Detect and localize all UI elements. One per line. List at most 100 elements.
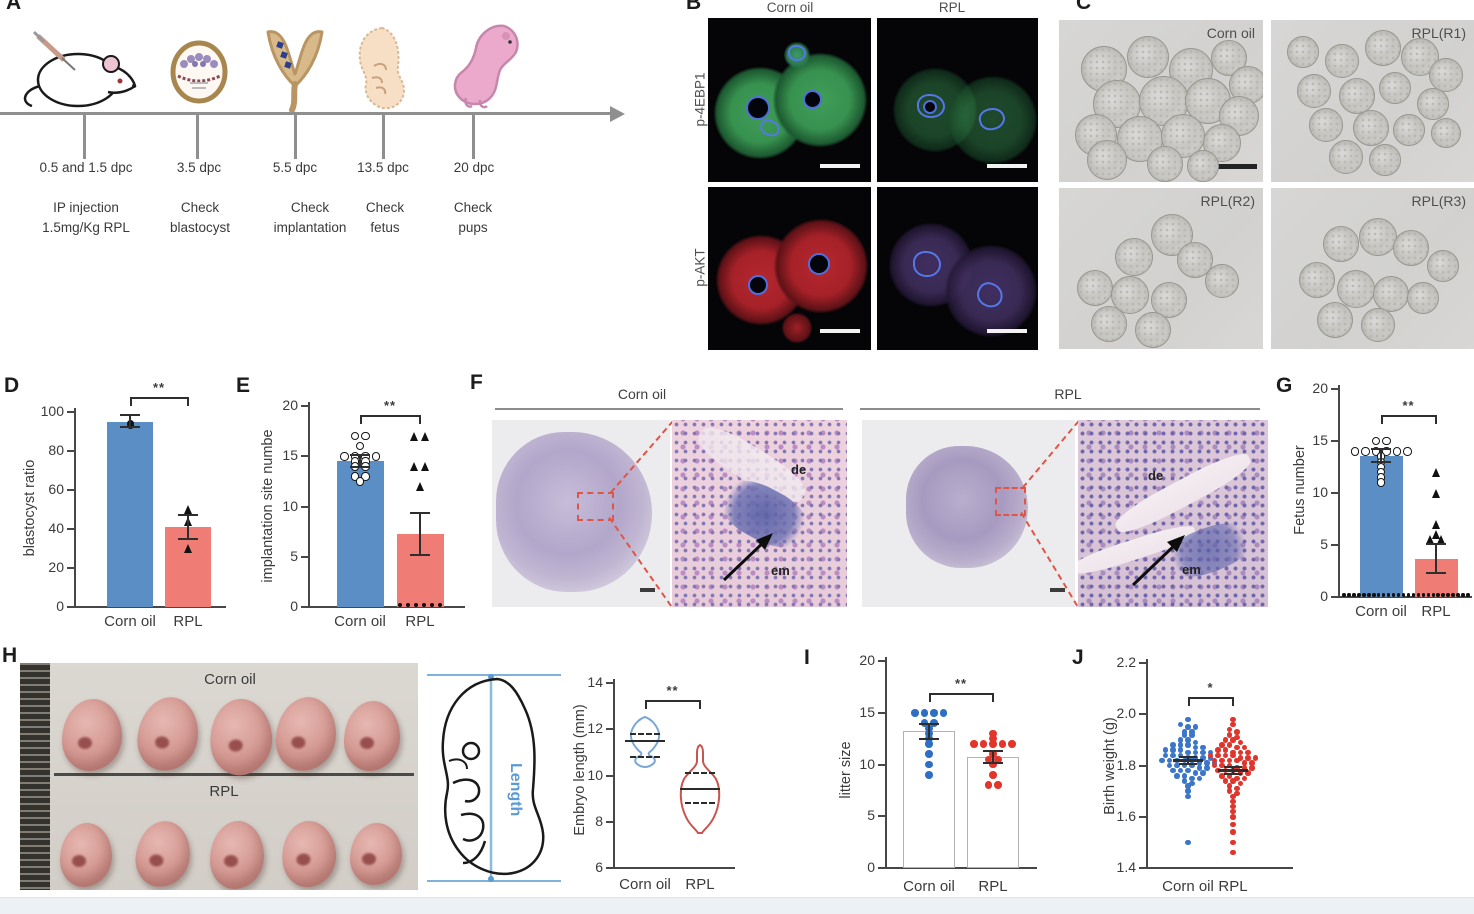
blastocyst-embryo	[1417, 88, 1449, 120]
timeline-desc-line: blastocyst	[169, 220, 231, 235]
panel-b-row-pakt: p-AKT	[692, 248, 708, 287]
pt	[1215, 747, 1221, 753]
ax	[1140, 867, 1293, 869]
timeline-desc-4: Check pups	[408, 198, 538, 238]
xlab: Corn oil	[104, 613, 156, 630]
tri	[1431, 519, 1440, 529]
pt	[1170, 747, 1176, 753]
ax2	[919, 723, 939, 726]
pt	[1177, 737, 1184, 743]
pt	[1245, 749, 1251, 756]
pt	[989, 760, 997, 769]
chart-birth-weight: 1.4 1.6 1.8 2.0 2.2 * Corn oil RPL	[1117, 654, 1293, 895]
ax	[1139, 815, 1146, 818]
ax2	[410, 553, 430, 556]
tile-label: RPL(R1)	[1411, 25, 1466, 41]
pt	[406, 603, 410, 607]
ax	[68, 606, 226, 608]
ax2	[1179, 763, 1197, 766]
xlab: RPL	[405, 613, 435, 630]
fluorescence-image-pakt-rpl	[877, 187, 1038, 350]
siglab: **	[152, 380, 166, 395]
pt	[1234, 729, 1240, 735]
ax	[67, 450, 74, 452]
ax2	[1435, 415, 1437, 424]
mouse-injection-icon	[23, 30, 137, 108]
pt	[1371, 447, 1380, 456]
pt	[1361, 447, 1370, 456]
pt	[1222, 747, 1229, 753]
ticklab: 1.8	[1116, 756, 1136, 773]
ticklab: 6	[595, 859, 603, 875]
ax2	[178, 537, 198, 540]
siglab: **	[1402, 398, 1415, 413]
ax	[606, 867, 613, 869]
ax2	[1380, 449, 1382, 462]
ax2	[1232, 697, 1234, 706]
pt	[970, 740, 978, 748]
ax	[1331, 492, 1338, 494]
siglab: **	[383, 398, 397, 413]
ax	[878, 815, 885, 818]
ax	[878, 711, 885, 714]
panel-letter-g: G	[1276, 374, 1293, 397]
ticklab: 20	[1312, 380, 1328, 396]
ax2	[1426, 542, 1446, 545]
blastocyst-embryo	[1429, 58, 1463, 92]
pt	[361, 472, 370, 481]
timeline-time-4: 20 dpc	[453, 160, 495, 175]
pt	[1159, 757, 1165, 764]
timeline-tick	[83, 115, 86, 159]
pt	[1446, 593, 1450, 597]
brightfield-image-rpl-r1: RPL(R1)	[1271, 20, 1474, 182]
ax	[1139, 867, 1146, 869]
pt	[1177, 747, 1184, 753]
pt	[1226, 726, 1232, 733]
ax2	[1224, 765, 1242, 768]
ax2	[1173, 759, 1203, 762]
ticklab: 2.2	[1116, 654, 1136, 670]
pt	[1189, 780, 1195, 787]
pt	[414, 603, 418, 607]
pt	[1226, 732, 1232, 738]
ax	[67, 606, 74, 608]
pt	[994, 781, 1002, 789]
ax	[1331, 388, 1338, 390]
siglab: **	[954, 676, 968, 691]
ticklab: 14	[587, 674, 603, 690]
ticklab: 10	[1312, 484, 1328, 500]
pt	[1347, 593, 1351, 597]
blastocyst-embryo	[1329, 140, 1363, 174]
pt	[1237, 780, 1244, 787]
ax	[308, 402, 310, 608]
blastocyst-embryo	[1353, 110, 1389, 146]
ticklab: 15	[1312, 432, 1328, 448]
ax	[1331, 596, 1338, 598]
timeline-desc-line: fetus	[370, 220, 400, 235]
pt	[1211, 762, 1217, 769]
tile-label: RPL(R3)	[1411, 193, 1466, 209]
blastocyst-embryo	[1365, 30, 1401, 66]
panel-b-header-rpl: RPL	[938, 0, 966, 15]
ticklab: 10	[282, 497, 298, 514]
blastocyst-embryo	[1127, 36, 1169, 78]
blastocyst-embryo	[1337, 270, 1375, 308]
blastocyst-embryo	[1317, 302, 1353, 338]
pt	[430, 603, 434, 607]
ax2	[992, 751, 994, 764]
pt	[1237, 749, 1244, 756]
ax2	[1371, 448, 1391, 451]
pt	[989, 740, 997, 748]
pt	[1371, 436, 1380, 446]
panel-f-header-rpl: RPL	[1054, 386, 1082, 402]
ticklab: 12	[587, 720, 603, 737]
pt	[1249, 765, 1255, 771]
pt	[361, 431, 370, 441]
pt	[1230, 814, 1236, 820]
pt	[1386, 593, 1391, 597]
blastocyst-embryo	[1147, 146, 1183, 182]
blastocyst-embryo	[1091, 306, 1127, 342]
ticklab: 100	[40, 403, 64, 419]
vline	[685, 802, 715, 805]
xlab: RPL	[1421, 603, 1451, 620]
